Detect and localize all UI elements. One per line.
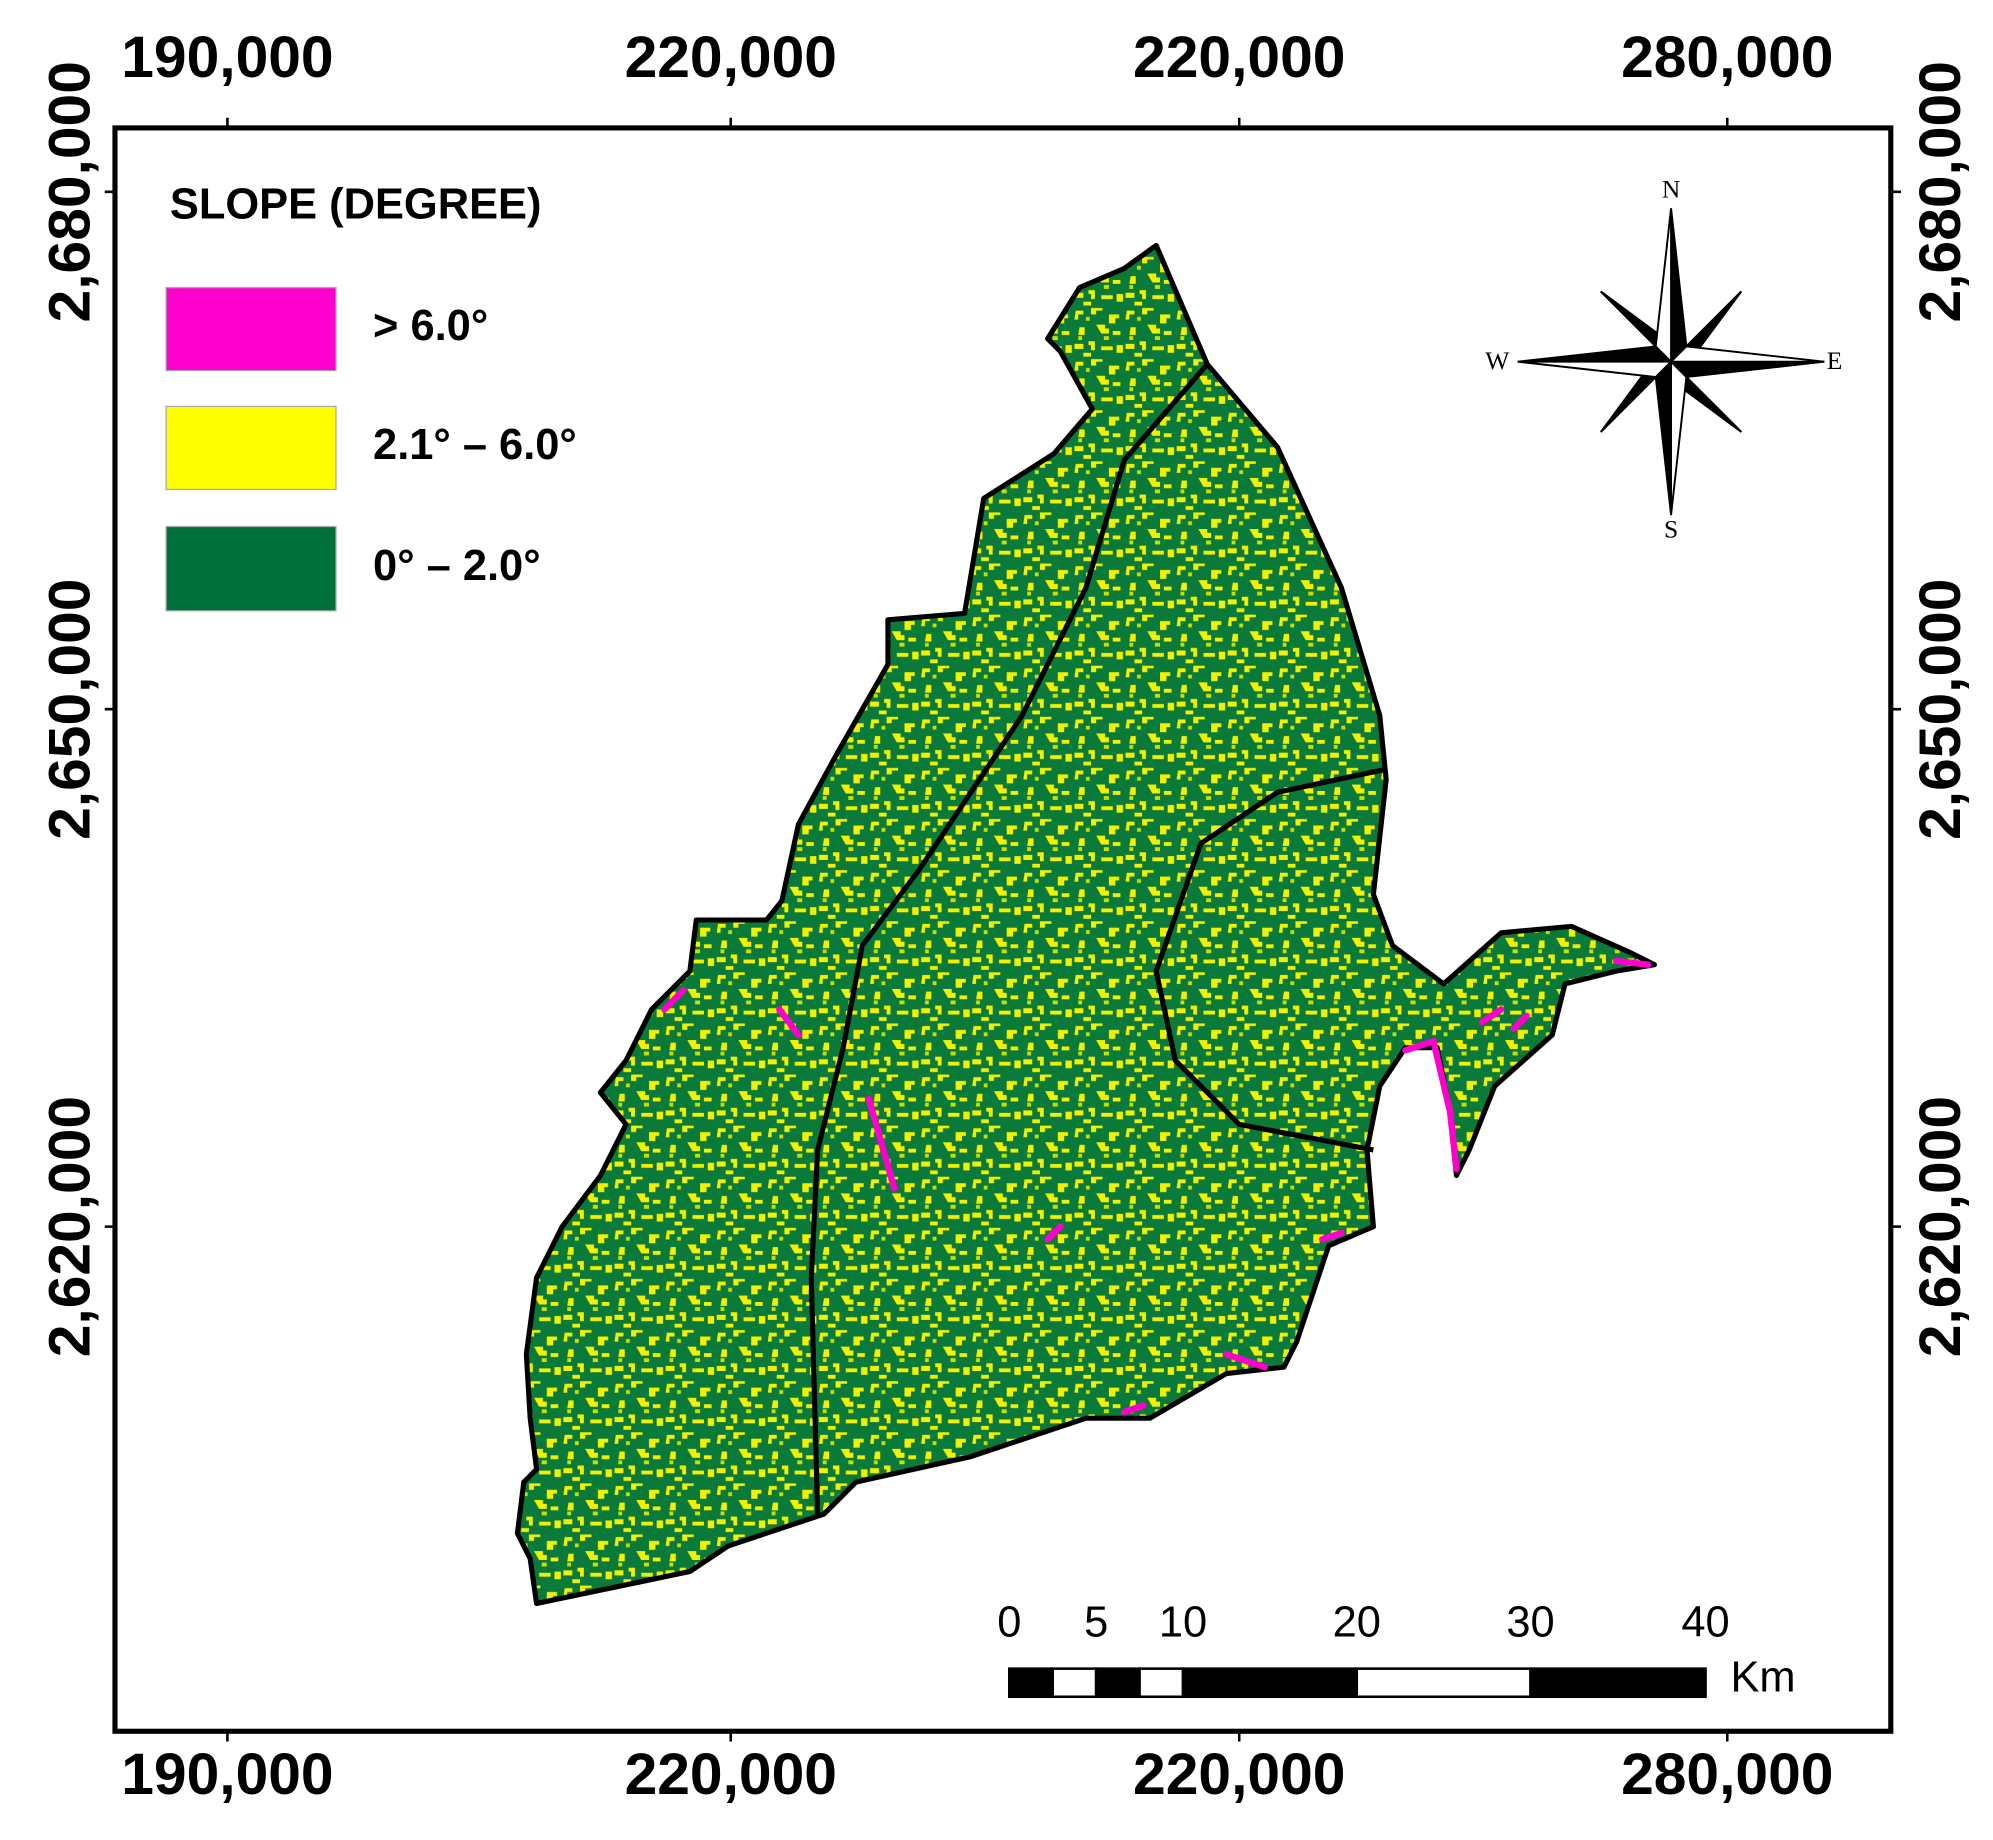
right-coordinate: 2,620,000 <box>1908 1096 1973 1357</box>
legend-swatch <box>165 525 337 612</box>
top-coordinate: 190,000 <box>121 25 333 90</box>
district-boundaries <box>808 362 1387 1515</box>
left-coordinate: 2,650,000 <box>38 579 103 840</box>
compass-east: E <box>1827 346 1843 375</box>
bottom-coordinate: 280,000 <box>1621 1742 1833 1807</box>
legend-label: > 6.0° <box>373 302 488 350</box>
bottom-coordinate: 220,000 <box>625 1742 837 1807</box>
right-coordinate: 2,680,000 <box>1908 61 1973 322</box>
top-coordinate: 220,000 <box>1133 25 1345 90</box>
bottom-coordinate: 190,000 <box>121 1742 333 1807</box>
scale-label: 30 <box>1506 1599 1554 1647</box>
bottom-coordinate: 220,000 <box>1133 1742 1345 1807</box>
right-coordinate: 2,650,000 <box>1908 579 1973 840</box>
legend-label: 0° – 2.0° <box>373 542 541 590</box>
scale-unit: Km <box>1730 1654 1795 1702</box>
legend-swatch <box>165 405 337 491</box>
compass-south: S <box>1664 514 1678 543</box>
scale-label: 40 <box>1681 1599 1729 1647</box>
steep-slope-areas <box>661 957 1652 1416</box>
study-area <box>514 242 1658 1607</box>
legend-title: SLOPE (DEGREE) <box>170 181 542 229</box>
compass-rose <box>1517 208 1825 516</box>
scale-label: 20 <box>1333 1599 1381 1647</box>
scale-label: 5 <box>1084 1599 1108 1647</box>
legend-swatch <box>165 286 337 372</box>
frame-ticks <box>104 117 1902 1742</box>
legend-label: 2.1° – 6.0° <box>373 421 577 469</box>
left-coordinate: 2,680,000 <box>38 61 103 322</box>
left-coordinate: 2,620,000 <box>38 1096 103 1357</box>
top-coordinate: 220,000 <box>625 25 837 90</box>
top-coordinate: 280,000 <box>1621 25 1833 90</box>
scale-bar <box>1007 1667 1707 1699</box>
scale-label: 0 <box>997 1599 1021 1647</box>
compass-north: N <box>1662 175 1680 204</box>
scale-label: 10 <box>1159 1599 1207 1647</box>
compass-west: W <box>1485 346 1510 375</box>
